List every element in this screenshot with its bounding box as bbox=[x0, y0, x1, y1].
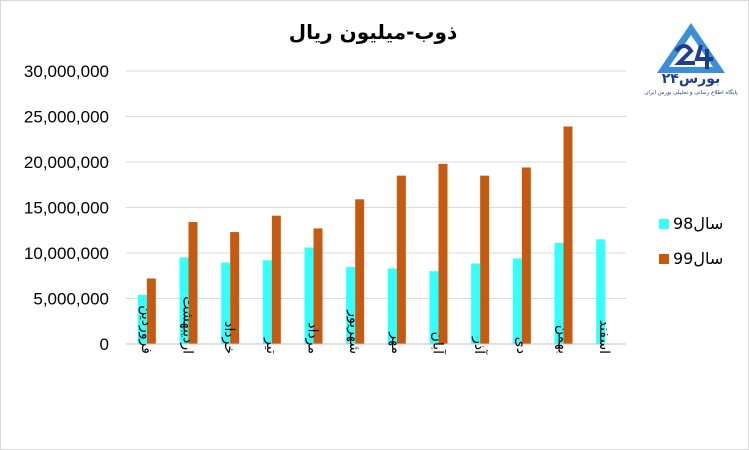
legend-swatch bbox=[659, 219, 669, 229]
bar-series-2-1 bbox=[188, 222, 198, 344]
x-category-label: بهمن bbox=[555, 325, 571, 354]
bar-series-2-5 bbox=[355, 199, 365, 344]
bar-series-1-0 bbox=[137, 294, 147, 344]
bar-series-1-5 bbox=[346, 267, 356, 344]
y-tick-label: 20,000,000 bbox=[24, 153, 109, 172]
x-category-label: شهریور bbox=[346, 309, 362, 354]
y-tick-label: 25,000,000 bbox=[24, 108, 109, 127]
bar-series-2-9 bbox=[521, 167, 531, 344]
bar-series-1-7 bbox=[429, 271, 439, 344]
bar-series-2-4 bbox=[313, 228, 323, 344]
x-axis-labels: فروردین اردیبهشت خرداد تیر مرداد شهریور مهر آبا… bbox=[138, 296, 612, 355]
logo-brand-text: بورس۲۴ bbox=[662, 71, 721, 87]
bar-series-2-7 bbox=[438, 163, 448, 344]
x-category-label: اسفند bbox=[596, 320, 612, 354]
bar-series-1-8 bbox=[471, 263, 481, 344]
legend: سال98 سال99 bbox=[659, 214, 723, 268]
gridlines bbox=[126, 70, 626, 299]
x-category-label: خرداد bbox=[221, 321, 237, 354]
bar-series-1-1 bbox=[179, 257, 189, 344]
bar-series-2-2 bbox=[230, 232, 240, 344]
y-tick-label: 15,000,000 bbox=[24, 199, 109, 218]
y-axis-ticks: 0 5,000,000 10,000,000 15,000,000 20,000,000… bbox=[24, 62, 109, 354]
bar-series-1-4 bbox=[304, 247, 314, 344]
x-category-label: آذر bbox=[471, 336, 488, 355]
x-category-label: آبان bbox=[430, 332, 447, 355]
logo-mark-icon bbox=[657, 23, 725, 73]
y-tick-label: 10,000,000 bbox=[24, 244, 109, 263]
logo-tagline: پایگاه اطلاع رسانی و تحلیلی بورس ایران bbox=[644, 89, 738, 96]
bar-series-1-3 bbox=[262, 260, 272, 344]
bar-series-2-10 bbox=[563, 126, 573, 344]
x-category-label: تیر bbox=[263, 337, 279, 354]
bar-series-1-11 bbox=[596, 239, 606, 344]
y-tick-label: 30,000,000 bbox=[24, 62, 109, 81]
x-category-label: فروردین bbox=[138, 305, 154, 354]
bar-series-1-2 bbox=[221, 262, 231, 344]
x-category-label: مرداد bbox=[305, 322, 321, 354]
y-tick-label: 0 bbox=[100, 335, 109, 354]
x-category-label: اردیبهشت bbox=[180, 296, 196, 354]
bars bbox=[137, 126, 606, 344]
x-category-label: دی bbox=[513, 337, 529, 354]
x-category-label: مهر bbox=[388, 331, 404, 354]
legend-label: سال99 bbox=[673, 249, 723, 268]
chart-title: ذوب-میلیون ریال bbox=[289, 20, 457, 44]
bar-series-1-6 bbox=[387, 268, 397, 344]
legend-swatch bbox=[659, 254, 669, 264]
bar-series-1-10 bbox=[554, 242, 564, 344]
bar-series-2-0 bbox=[146, 278, 156, 344]
y-tick-label: 5,000,000 bbox=[33, 290, 109, 309]
bourse24-logo: بورس۲۴ پایگاه اطلاع رسانی و تحلیلی بورس … bbox=[644, 23, 738, 96]
bar-series-1-9 bbox=[512, 258, 522, 344]
bar-series-2-3 bbox=[271, 215, 281, 344]
bar-series-2-6 bbox=[396, 175, 406, 344]
bar-series-2-8 bbox=[480, 175, 490, 344]
legend-label: سال98 bbox=[673, 214, 723, 233]
